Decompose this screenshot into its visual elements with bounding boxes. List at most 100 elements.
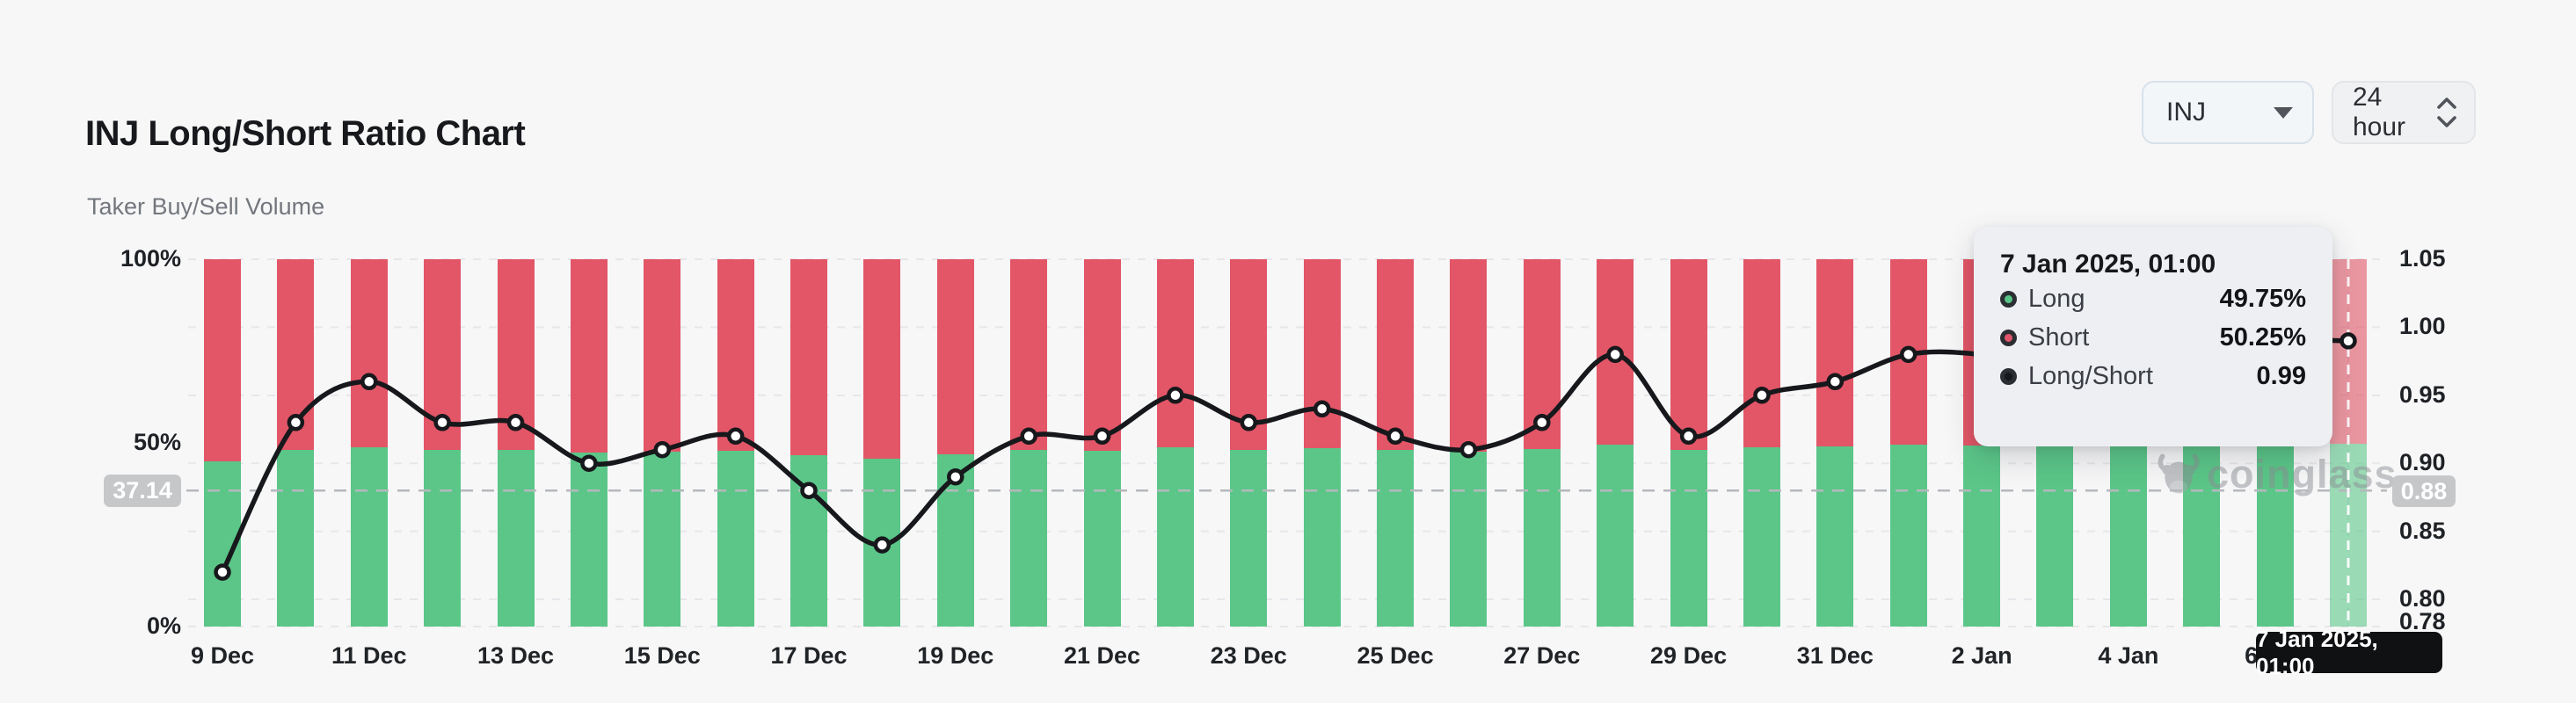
- line-point-27-dec[interactable]: [1533, 414, 1551, 431]
- long-segment: [424, 449, 462, 627]
- bar-22-dec[interactable]: [1156, 259, 1194, 627]
- short-segment: [1743, 259, 1780, 447]
- short-segment: [644, 259, 681, 452]
- longshort-dot-icon: [2000, 368, 2017, 385]
- bar-14-dec[interactable]: [570, 259, 608, 627]
- line-point-7-jan[interactable]: [2340, 332, 2357, 350]
- bar-29-dec[interactable]: [1670, 259, 1707, 627]
- line-point-15-dec[interactable]: [653, 440, 672, 459]
- line-point-25-dec[interactable]: [1386, 427, 1404, 446]
- long-segment: [1670, 450, 1707, 627]
- caret-down-icon: [2274, 106, 2293, 119]
- x-axis-label: 19 Dec: [917, 642, 994, 669]
- line-point-23-dec[interactable]: [1240, 414, 1258, 431]
- long-dot-icon: [2000, 291, 2017, 308]
- long-segment: [2256, 444, 2294, 627]
- x-axis-label: 4 Jan: [2098, 642, 2159, 669]
- bar-13-dec[interactable]: [497, 259, 535, 627]
- tooltip-longshort-label: Long/Short: [2028, 362, 2153, 390]
- page-title: INJ Long/Short Ratio Chart: [85, 114, 526, 153]
- line-point-10-dec[interactable]: [287, 414, 305, 431]
- line-point-24-dec[interactable]: [1313, 400, 1331, 418]
- short-segment: [936, 259, 974, 454]
- bar-31-dec[interactable]: [1816, 259, 1854, 627]
- line-point-30-dec[interactable]: [1753, 387, 1771, 404]
- x-axis-label: 21 Dec: [1064, 642, 1141, 669]
- bar-21-dec[interactable]: [1083, 259, 1121, 627]
- short-segment: [1450, 259, 1488, 452]
- line-point-21-dec[interactable]: [1093, 427, 1111, 446]
- line-point-22-dec[interactable]: [1167, 387, 1184, 404]
- bar-16-dec[interactable]: [717, 259, 754, 627]
- short-segment: [1083, 259, 1121, 451]
- short-segment: [570, 259, 608, 453]
- long-segment: [1010, 450, 1048, 627]
- long-segment: [1597, 445, 1634, 627]
- line-point-17-dec[interactable]: [800, 482, 818, 499]
- x-axis-label: 17 Dec: [770, 642, 848, 669]
- x-axis-label: 27 Dec: [1503, 642, 1581, 669]
- line-point-18-dec[interactable]: [873, 536, 891, 554]
- long-segment: [497, 449, 535, 627]
- tooltip-row-short: Short 50.25%: [2000, 319, 2306, 357]
- line-point-11-dec[interactable]: [360, 373, 378, 391]
- tooltip-longshort-value: 0.99: [2256, 362, 2306, 390]
- long-segment: [1523, 449, 1561, 627]
- x-axis-label: 2 Jan: [1951, 642, 2012, 669]
- line-point-29-dec[interactable]: [1679, 427, 1698, 446]
- symbol-select-value: INJ: [2166, 98, 2206, 127]
- bar-27-dec[interactable]: [1523, 259, 1561, 627]
- bar-23-dec[interactable]: [1230, 259, 1268, 627]
- x-axis-label: 15 Dec: [623, 642, 701, 669]
- line-point-9-dec[interactable]: [214, 563, 231, 581]
- bar-25-dec[interactable]: [1377, 259, 1415, 627]
- y-axis-right-label: 1.00: [2399, 313, 2446, 340]
- short-segment: [790, 259, 828, 455]
- short-segment: [863, 259, 901, 459]
- line-point-19-dec[interactable]: [947, 467, 964, 486]
- tooltip-short-value: 50.25%: [2219, 323, 2306, 352]
- x-axis-label: 29 Dec: [1650, 642, 1728, 669]
- interval-select[interactable]: 24 hour: [2332, 81, 2476, 144]
- long-segment: [1303, 448, 1341, 627]
- line-point-1-jan[interactable]: [1899, 345, 1917, 364]
- bar-11-dec[interactable]: [350, 259, 388, 627]
- line-point-14-dec[interactable]: [580, 454, 598, 472]
- long-segment: [1963, 445, 2001, 627]
- long-segment: [1889, 444, 1927, 627]
- x-axis-label: 13 Dec: [477, 642, 555, 669]
- bar-9-dec[interactable]: [204, 259, 241, 627]
- bar-30-dec[interactable]: [1743, 259, 1780, 627]
- line-point-16-dec[interactable]: [726, 427, 745, 446]
- short-segment: [204, 259, 241, 461]
- bar-15-dec[interactable]: [644, 259, 681, 627]
- y-axis-left-label: 100%: [120, 245, 181, 272]
- tooltip-short-label: Short: [2028, 323, 2090, 352]
- bar-20-dec[interactable]: [1010, 259, 1048, 627]
- short-segment: [1670, 259, 1707, 451]
- crosshair-date-badge: 7 Jan 2025, 01:00: [2256, 626, 2442, 679]
- long-segment: [717, 450, 754, 627]
- interval-select-value: 24 hour: [2353, 83, 2406, 141]
- line-point-28-dec[interactable]: [1606, 345, 1624, 364]
- line-point-26-dec[interactable]: [1459, 440, 1478, 459]
- line-point-31-dec[interactable]: [1826, 373, 1845, 391]
- bar-12-dec[interactable]: [424, 259, 462, 627]
- bar-26-dec[interactable]: [1450, 259, 1488, 627]
- watermark: coinglass: [2156, 452, 2398, 497]
- line-point-20-dec[interactable]: [1020, 427, 1037, 446]
- y-axis-right-label: 0.85: [2399, 517, 2446, 544]
- long-segment: [1743, 447, 1780, 627]
- bar-24-dec[interactable]: [1303, 259, 1341, 627]
- y-axis-right-label: 1.05: [2399, 245, 2446, 272]
- tooltip-title: 7 Jan 2025, 01:00: [2000, 250, 2216, 279]
- long-segment: [350, 446, 388, 627]
- short-dot-icon: [2000, 330, 2017, 346]
- symbol-select[interactable]: INJ: [2142, 81, 2314, 144]
- long-segment: [1156, 447, 1194, 627]
- long-segment: [644, 452, 681, 627]
- line-point-12-dec[interactable]: [433, 414, 451, 431]
- line-point-13-dec[interactable]: [506, 414, 525, 431]
- bar-19-dec[interactable]: [936, 259, 974, 627]
